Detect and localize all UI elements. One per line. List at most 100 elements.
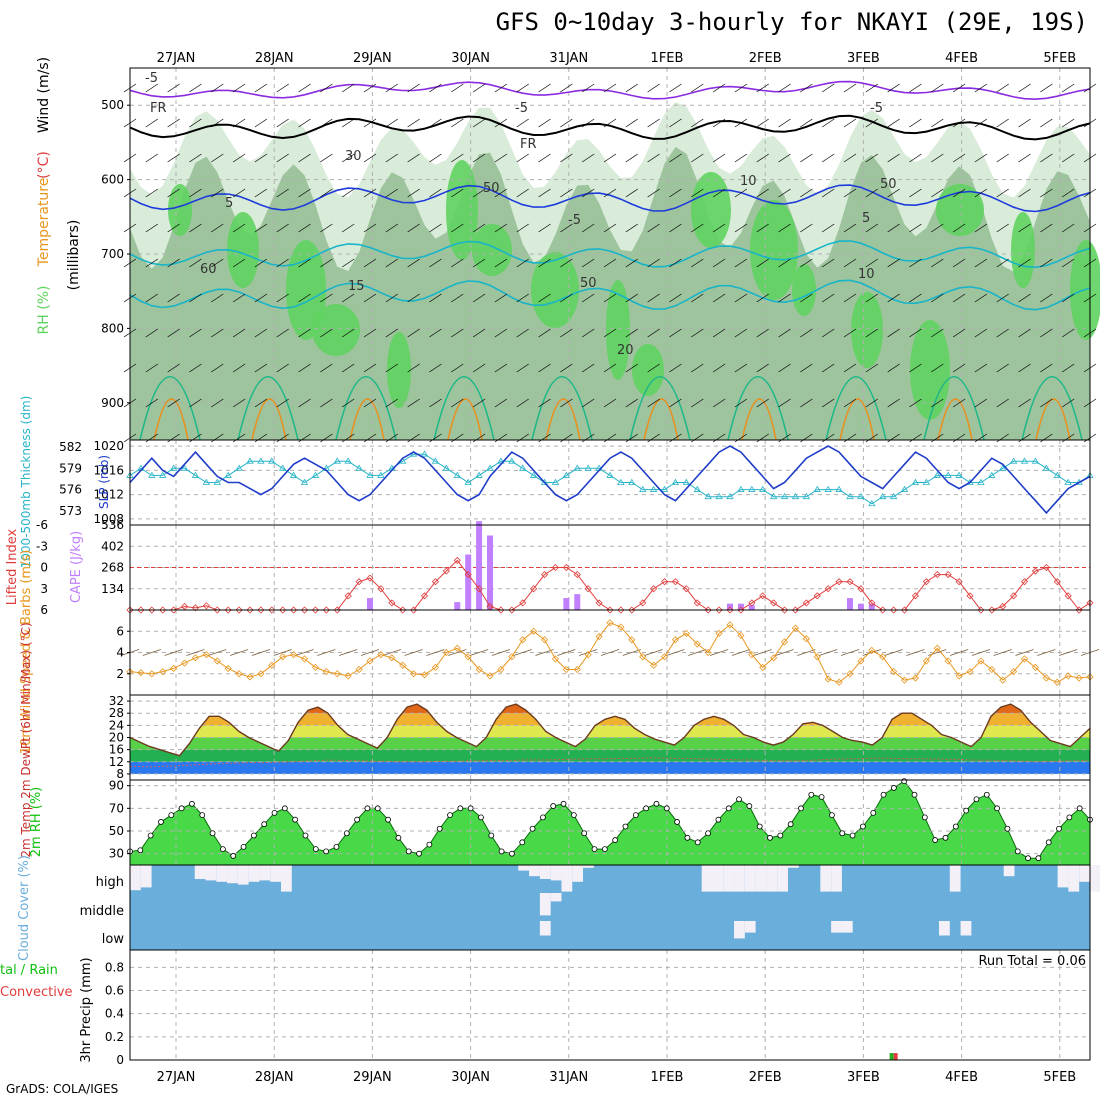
wind-barb (603, 83, 617, 93)
wind-barb (800, 363, 813, 373)
slp-line (129, 445, 1091, 515)
slp-tick-label: 1016 (93, 463, 124, 477)
lifted-index-point (224, 606, 232, 614)
rh2m-point (1014, 848, 1021, 855)
rh-area-dark (387, 332, 411, 408)
rh-area-dark (750, 200, 798, 300)
wind-barb (974, 363, 988, 373)
wind-barb (756, 293, 769, 303)
lifted-index-point (879, 606, 887, 614)
thickness-tick-label: 576 (59, 483, 82, 497)
pressure-axis-title: (millibars) (66, 220, 82, 291)
rh2m-point (767, 834, 773, 841)
wind-barb (211, 188, 224, 198)
temp-axis-title: 2m Temp 2m DewPt (6hr Min/Max) (°C) (19, 622, 33, 857)
wind-speed-point (420, 671, 429, 679)
wind-speed-point (464, 653, 472, 661)
wind-barb (494, 188, 508, 198)
contour-label: 50 (580, 276, 597, 291)
rh2m-point (323, 848, 330, 855)
wind-barb (1061, 188, 1075, 198)
wind-barb (320, 223, 333, 233)
wind-barb (931, 188, 944, 198)
wind-barb (669, 328, 682, 338)
rh2m-point (684, 834, 691, 841)
thickness-point (944, 471, 952, 478)
wind-barb (472, 363, 486, 373)
wind-speed-point (213, 657, 221, 665)
rh2m-point (736, 796, 742, 803)
wind-barb (560, 83, 573, 93)
wind-barb (189, 433, 202, 443)
wind-barb (952, 293, 966, 303)
rh-area-dark (851, 292, 883, 368)
temp-line (129, 703, 1091, 757)
rh2m-point (416, 850, 422, 857)
wind-barb (865, 153, 879, 163)
wind-barb (952, 188, 966, 198)
wind-barb (625, 188, 639, 198)
wind-speed-point (399, 661, 407, 669)
cloud-cover-bar (820, 865, 832, 892)
rh2m-point (519, 839, 526, 846)
wind-barb (320, 398, 333, 408)
wind-barb (756, 258, 769, 268)
wind-barb (952, 223, 966, 233)
wind-barb (778, 83, 791, 93)
pressure-tick-label: 800 (101, 321, 124, 335)
rh2m-point (963, 807, 970, 814)
rh2m-point (1076, 805, 1083, 812)
wind-barb (385, 433, 399, 443)
wind-barb (145, 433, 159, 443)
wind-barb (647, 188, 660, 198)
wind-barb (560, 188, 573, 198)
cloud-cover-bar (194, 865, 206, 879)
wind-barb (516, 293, 529, 303)
lifted-index-point (322, 606, 330, 614)
rh2m-point (942, 834, 949, 841)
wind-barb (974, 118, 988, 128)
wind-speed-point (704, 648, 712, 657)
surface-wind-barb (709, 649, 729, 656)
wind-barb (756, 328, 769, 338)
lifted-index-point (311, 606, 320, 614)
wind-barb (625, 328, 639, 338)
wind-barb (451, 293, 464, 303)
lifted-index-point (584, 585, 592, 593)
wind-barb (560, 398, 573, 408)
wind-barb (800, 433, 813, 443)
thickness-point (791, 492, 800, 500)
rh2m-point (158, 819, 164, 825)
wind-speed-point (410, 670, 418, 678)
lifted-index-point (900, 606, 909, 614)
wind-barb (320, 188, 333, 198)
lifted-index-point (464, 571, 472, 579)
wind-barb (887, 293, 900, 303)
top-date-label: 3FEB (847, 51, 880, 66)
surface-wind-barb (273, 649, 292, 656)
wind-speed-point (770, 654, 778, 662)
thickness-point (431, 457, 440, 464)
cloud-cover-bar (205, 865, 217, 881)
wind-speed-point (1010, 668, 1018, 676)
wind-barb (603, 153, 617, 163)
wind-barb (843, 363, 857, 373)
lifted-index-point (180, 602, 189, 611)
wind-barb (778, 118, 791, 128)
surface-wind-barb (557, 649, 576, 656)
cloud-cover-bar (518, 865, 530, 871)
wind-barb (691, 293, 704, 303)
wind-barb (625, 293, 639, 303)
wind-barb (887, 258, 900, 268)
lifted-index-point (617, 606, 625, 614)
rh-area-dark (531, 252, 579, 328)
wind-speed-point (519, 636, 527, 644)
cape-tick-label: 134 (101, 582, 124, 596)
lifted-index-point (682, 585, 690, 593)
cape-bar (563, 598, 570, 610)
lifted-index-point (268, 606, 276, 614)
temp-tick-label: 24 (109, 718, 124, 732)
wind-barb (385, 258, 399, 268)
wind-barb (254, 153, 268, 163)
wind-barb (341, 433, 355, 443)
